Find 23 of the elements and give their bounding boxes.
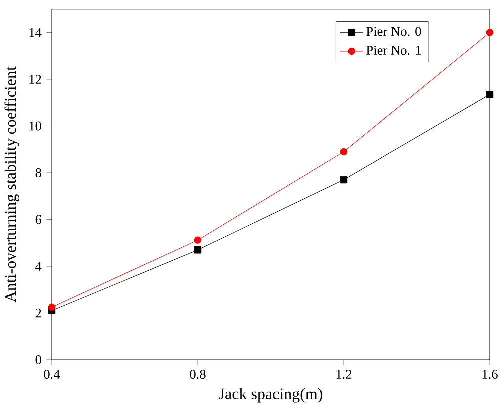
point	[340, 176, 348, 184]
point	[194, 236, 202, 244]
y-tick-label: 14	[30, 28, 42, 38]
y-tick-label: 4	[36, 262, 42, 271]
legend-label: Pier No. 0	[366, 27, 422, 36]
y-tick-label: 10	[30, 122, 42, 131]
point	[48, 304, 56, 312]
point	[486, 29, 494, 36]
x-axis-title: Jack spacing(m)	[219, 388, 323, 403]
legend-label: Pier No. 1	[366, 46, 421, 56]
y-axis-title: Anti-overturning stability coefficient	[4, 66, 20, 303]
x-tick-label: 1.2	[336, 370, 352, 380]
x-tick-label: 1.6	[482, 370, 498, 380]
x-tick-label: 0.8	[190, 370, 206, 380]
point	[340, 148, 348, 156]
y-tick-label: 12	[30, 75, 42, 84]
y-tick-label: 6	[36, 215, 42, 224]
x-tick-label: 0.4	[44, 370, 60, 380]
point	[194, 246, 202, 254]
y-tick-label: 8	[36, 168, 42, 178]
y-tick-label: 0	[36, 356, 42, 364]
point	[486, 91, 494, 98]
y-tick-label: 2	[36, 308, 42, 318]
